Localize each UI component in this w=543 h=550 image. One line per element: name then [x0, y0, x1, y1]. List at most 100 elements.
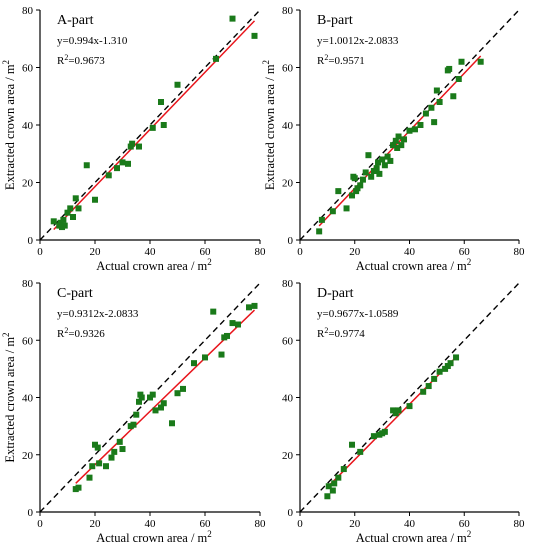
- data-point: [422, 110, 429, 117]
- data-point: [158, 99, 164, 105]
- data-point: [251, 32, 258, 39]
- data-point: [343, 205, 350, 212]
- data-point: [174, 390, 181, 397]
- y-tick-label: 0: [288, 507, 294, 519]
- data-point: [224, 332, 230, 339]
- data-point: [160, 400, 167, 407]
- data-point: [357, 448, 364, 455]
- data-point: [392, 137, 399, 144]
- data-point: [191, 360, 197, 367]
- data-point: [331, 480, 338, 487]
- data-point: [83, 162, 90, 169]
- data-point: [129, 140, 136, 147]
- data-point: [406, 403, 413, 410]
- y-tick-label: 60: [282, 63, 294, 75]
- data-point: [357, 182, 364, 189]
- panel-b-part: 0 20 40 60 80 0 20 40 60 80 Actual crown area / m2…: [261, 5, 525, 273]
- data-point: [180, 385, 186, 392]
- data-point: [395, 133, 402, 140]
- x-tick-label: 80: [514, 246, 526, 258]
- data-point: [50, 218, 57, 225]
- r-squared: R2=0.9774: [317, 326, 365, 340]
- reference-line-1to1: [40, 283, 260, 512]
- y-tick-label: 0: [288, 235, 294, 247]
- data-point: [455, 76, 462, 82]
- reference-line-1to1: [40, 10, 260, 240]
- x-axis-label: Actual crown area / m2: [356, 529, 472, 545]
- data-point: [447, 360, 454, 367]
- data-point: [96, 460, 103, 467]
- x-tick-label: 20: [349, 246, 361, 258]
- data-point: [64, 209, 71, 216]
- y-tick-label: 20: [282, 178, 294, 190]
- data-point: [202, 354, 208, 361]
- y-tick-label: 80: [22, 278, 34, 290]
- data-point: [136, 398, 142, 405]
- data-point: [387, 157, 394, 164]
- y-tick-label: 40: [22, 120, 34, 132]
- data-point: [335, 188, 342, 195]
- data-point: [436, 368, 443, 375]
- y-tick-label: 40: [22, 393, 34, 405]
- data-point: [450, 93, 457, 100]
- data-point: [251, 302, 258, 309]
- regression-equation: y=0.9677x-1.0589: [317, 308, 399, 320]
- data-point: [368, 173, 375, 180]
- x-tick-label: 0: [297, 246, 303, 258]
- data-point: [174, 81, 181, 88]
- fit-line: [318, 55, 482, 227]
- data-point: [210, 308, 217, 315]
- data-point: [125, 160, 131, 167]
- regression-equation: y=0.9312x-2.0833: [57, 308, 139, 320]
- data-point: [235, 321, 241, 328]
- data-point: [349, 192, 356, 199]
- panel-d-part: 0 20 40 60 80 0 20 40 60 80 Actual crown area / m2…: [282, 278, 525, 545]
- data-point: [436, 99, 443, 105]
- data-point: [433, 87, 440, 94]
- data-point: [362, 169, 369, 176]
- x-tick-label: 40: [404, 518, 416, 530]
- data-point: [318, 216, 325, 223]
- x-tick-label: 60: [459, 518, 471, 530]
- data-point: [149, 124, 156, 131]
- data-point: [75, 205, 82, 212]
- data-point: [130, 421, 137, 428]
- data-point: [92, 196, 98, 203]
- data-point: [75, 484, 82, 491]
- data-point: [401, 136, 408, 143]
- x-tick-label: 60: [200, 518, 212, 530]
- data-point: [458, 58, 465, 65]
- data-point: [149, 391, 156, 398]
- data-point: [72, 195, 79, 202]
- data-point: [316, 228, 323, 235]
- regression-equation: y=1.0012x-2.0833: [317, 35, 399, 47]
- data-point: [61, 222, 68, 229]
- data-point: [133, 411, 140, 418]
- data-point: [370, 433, 377, 440]
- data-point: [420, 388, 427, 395]
- panel-title: C-part: [57, 286, 93, 301]
- data-point: [67, 205, 74, 212]
- data-point: [351, 175, 358, 182]
- data-point: [379, 156, 386, 163]
- data-point: [105, 172, 112, 179]
- x-tick-label: 40: [404, 246, 416, 258]
- r-squared: R2=0.9326: [57, 326, 105, 340]
- data-point: [114, 165, 120, 172]
- data-point: [373, 165, 380, 172]
- regression-equation: y=0.994x-1.310: [57, 35, 128, 47]
- data-point: [390, 142, 397, 149]
- data-point: [446, 65, 453, 72]
- reference-line-1to1: [300, 283, 519, 512]
- data-point: [384, 153, 391, 160]
- data-point: [359, 176, 366, 183]
- data-point: [137, 391, 144, 398]
- y-axis-label: Extracted crown area / m2: [1, 332, 17, 462]
- data-point: [365, 152, 372, 159]
- data-point: [411, 126, 418, 133]
- data-point: [324, 493, 331, 500]
- y-axis-label: Extracted crown area / m2: [1, 60, 17, 190]
- x-tick-label: 20: [90, 246, 102, 258]
- data-point: [136, 143, 142, 150]
- data-point: [349, 441, 356, 448]
